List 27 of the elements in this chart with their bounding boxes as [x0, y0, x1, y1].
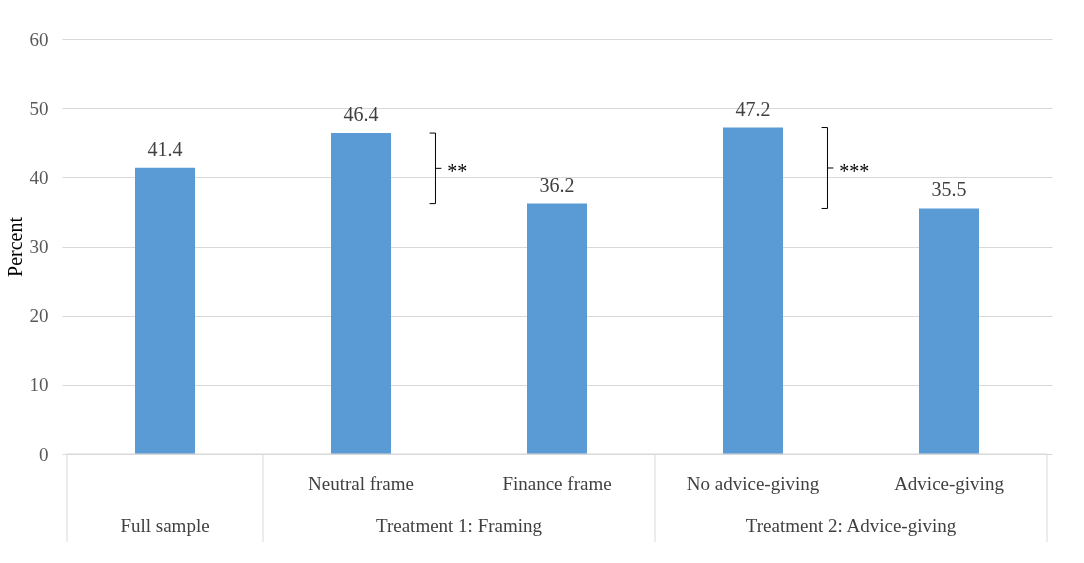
- bar: [135, 167, 195, 454]
- data-label: 36.2: [539, 173, 575, 196]
- bar: [527, 203, 587, 454]
- data-label: 46.4: [343, 103, 379, 126]
- y-tick-label: 50: [29, 97, 49, 119]
- x-tick-label: No advice-giving: [686, 473, 820, 494]
- data-label: 47.2: [735, 97, 771, 120]
- x-tick-label: Finance frame: [502, 473, 612, 494]
- y-tick-label: 40: [29, 166, 49, 188]
- bar: [331, 133, 391, 454]
- y-tick-label: 30: [29, 236, 49, 257]
- text: Treatment 2: Advice-giving: [745, 515, 957, 536]
- bar: [723, 127, 783, 454]
- data-label: 35.5: [931, 178, 967, 201]
- annotation: ***: [839, 160, 870, 182]
- x-tick-label: Neutral frame: [307, 473, 415, 494]
- text: Full sample: [120, 515, 210, 536]
- bar: [919, 208, 979, 454]
- y-tick-label: 20: [29, 305, 49, 327]
- annotation: **: [447, 160, 468, 183]
- y-tick-label: 0: [39, 443, 49, 465]
- y-axis-title: Percent: [3, 216, 26, 277]
- data-label: 41.4: [147, 137, 183, 160]
- x-tick-label: Advice-giving: [894, 473, 1005, 494]
- text: Treatment 1: Framing: [375, 515, 543, 536]
- y-tick-label: 10: [29, 374, 49, 396]
- y-tick-label: 60: [29, 28, 49, 50]
